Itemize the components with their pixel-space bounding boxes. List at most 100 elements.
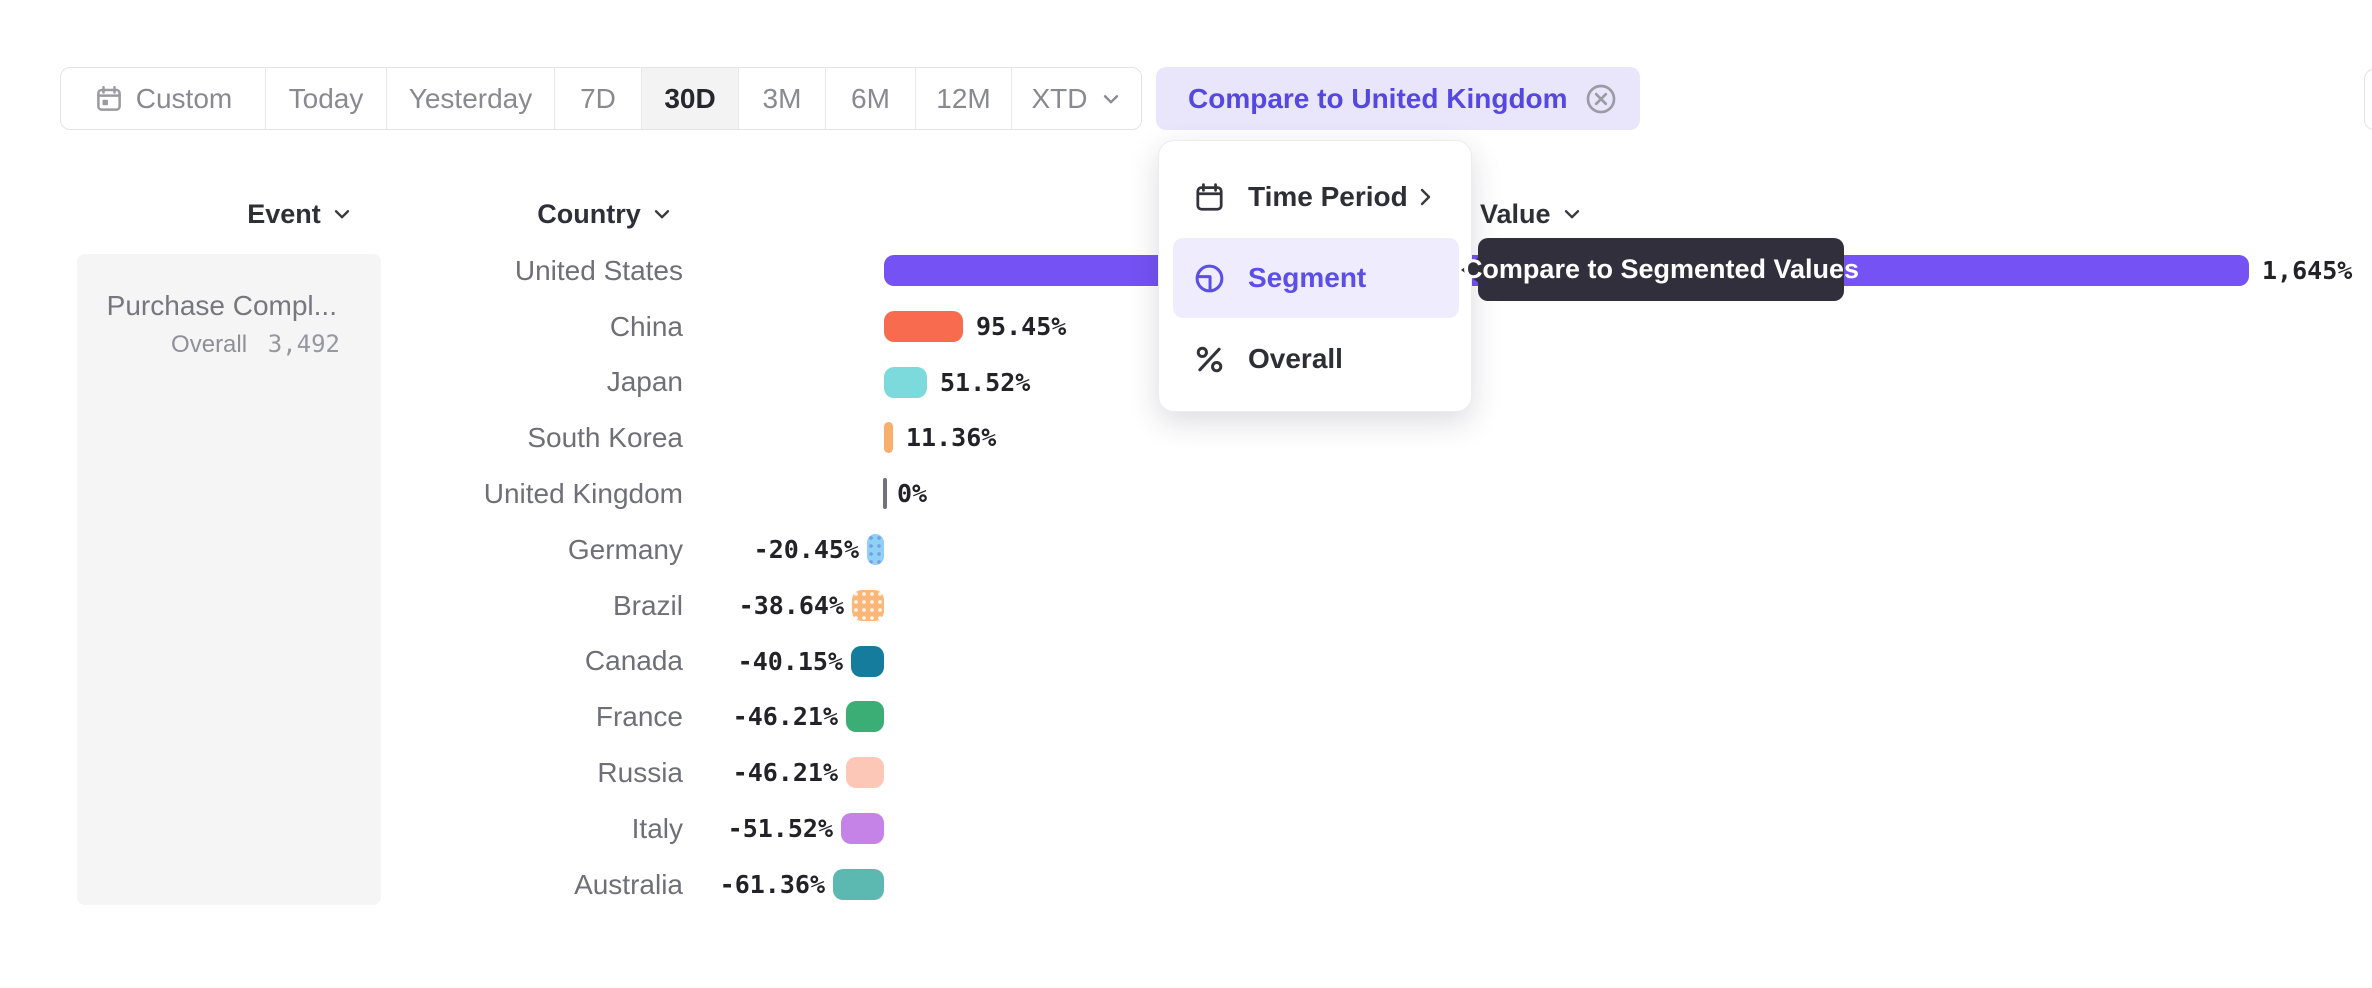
chart-row-italy: Italy -51.52% — [0, 801, 2372, 857]
event-overall-label: Overall — [171, 331, 248, 358]
bar-value-label: 51.52% — [940, 367, 1031, 397]
column-header-event[interactable]: Event — [230, 197, 370, 231]
compare-dropdown-menu: Time Period Segment Overall — [1158, 140, 1472, 412]
column-header-value-label: Value — [1480, 198, 1551, 229]
bar-value-label: -46.21% — [732, 702, 838, 732]
menu-item-segment[interactable]: Segment — [1173, 238, 1459, 318]
bar-value-label: -40.15% — [737, 646, 843, 676]
date-range-6m[interactable]: 6M — [826, 68, 916, 129]
tooltip-arrow — [1461, 257, 1479, 283]
bar-value-label: -61.36% — [719, 869, 825, 899]
category-label: Australia — [574, 868, 683, 900]
category-label: France — [595, 701, 683, 733]
chart-row-united-kingdom: United Kingdom 0% — [0, 466, 2372, 522]
date-range-toolbar: Custom Today Yesterday 7D 30D 3M 6M 12M XTD — [60, 67, 1142, 130]
date-range-7d[interactable]: 7D — [555, 68, 642, 129]
bar-australia[interactable] — [833, 868, 884, 900]
category-label: Russia — [597, 757, 683, 789]
chevron-right-icon — [1413, 185, 1437, 209]
bar-value-label: 95.45% — [976, 311, 1067, 341]
menu-item-overall[interactable]: Overall — [1173, 329, 1459, 389]
category-label: Italy — [631, 812, 683, 844]
chart-row-canada: Canada -40.15% — [0, 634, 2372, 690]
bar-italy[interactable] — [841, 813, 884, 844]
percent-icon — [1193, 343, 1226, 376]
chevron-down-icon — [1561, 203, 1583, 225]
event-overall-value: 3,492 — [267, 330, 340, 358]
column-header-country[interactable]: Country — [520, 197, 690, 231]
category-label: Japan — [606, 366, 683, 398]
bar-france[interactable] — [846, 701, 884, 733]
date-range-xtd[interactable]: XTD — [1012, 68, 1141, 129]
category-label: Germany — [567, 533, 683, 565]
calendar-icon — [1193, 181, 1226, 214]
column-header-country-label: Country — [537, 198, 641, 229]
event-title: Purchase Compl... — [106, 290, 337, 321]
date-range-30d[interactable]: 30D — [642, 68, 739, 129]
chart-row-japan: Japan 51.52% — [0, 355, 2372, 411]
tooltip-text: Compare to Segmented Values — [1462, 254, 1860, 284]
chevron-down-icon — [1100, 88, 1122, 110]
category-label: United Kingdom — [483, 478, 683, 510]
date-range-label: XTD — [1031, 82, 1088, 114]
date-range-yesterday[interactable]: Yesterday — [387, 68, 555, 129]
date-range-12m[interactable]: 12M — [916, 68, 1012, 129]
chevron-down-icon — [331, 203, 353, 225]
event-card[interactable]: Purchase Compl... Overall 3,492 — [77, 254, 381, 905]
menu-item-label: Time Period — [1248, 181, 1408, 212]
date-range-label: 12M — [936, 82, 991, 114]
calendar-custom-icon — [94, 84, 124, 114]
bar-china[interactable] — [884, 310, 963, 342]
bar-canada[interactable] — [851, 645, 884, 677]
menu-item-label: Overall — [1248, 343, 1343, 374]
compare-chip[interactable]: Compare to United Kingdom — [1156, 67, 1640, 130]
category-label: Brazil — [612, 589, 683, 621]
date-range-today[interactable]: Today — [266, 68, 387, 129]
bar-value-label: -51.52% — [727, 814, 833, 843]
segment-icon — [1193, 262, 1226, 295]
date-range-label: Yesterday — [408, 82, 533, 114]
date-range-label: 7D — [580, 82, 616, 114]
chevron-down-icon — [651, 203, 673, 225]
bar-value-label: -20.45% — [753, 535, 859, 564]
category-label: Canada — [584, 645, 683, 677]
date-range-custom[interactable]: Custom — [61, 68, 266, 129]
bar-value-label: 0% — [897, 479, 928, 509]
chart-row-russia: Russia -46.21% — [0, 745, 2372, 801]
chart-row-france: France -46.21% — [0, 689, 2372, 745]
bar-germany[interactable] — [867, 534, 884, 565]
category-label: United States — [514, 254, 683, 286]
bar-value-label: 11.36% — [906, 423, 997, 453]
bar-value-label: -38.64% — [738, 590, 844, 620]
menu-item-time-period[interactable]: Time Period — [1173, 167, 1459, 227]
bar-value-label: 1,645% — [2262, 256, 2353, 285]
date-range-label: 3M — [762, 82, 802, 114]
bar-japan[interactable] — [884, 366, 927, 398]
chart-row-china: China 95.45% — [0, 299, 2372, 355]
date-range-label: Custom — [135, 82, 233, 114]
category-label: China — [609, 310, 683, 342]
category-label: South Korea — [527, 422, 683, 454]
date-range-3m[interactable]: 3M — [739, 68, 826, 129]
bar-russia[interactable] — [846, 757, 884, 789]
bar-brazil[interactable] — [852, 589, 884, 621]
circle-x-icon[interactable] — [1584, 82, 1618, 116]
column-header-event-label: Event — [247, 198, 321, 229]
chart-row-australia: Australia -61.36% — [0, 857, 2372, 913]
compare-chip-label: Compare to United Kingdom — [1188, 82, 1568, 114]
chart-row-brazil: Brazil -38.64% — [0, 578, 2372, 634]
segment-tooltip: Compare to Segmented Values — [1463, 238, 1859, 301]
chart-row-germany: Germany -20.45% — [0, 522, 2372, 578]
date-range-label: 6M — [851, 82, 890, 114]
date-range-label: 30D — [664, 82, 716, 114]
bar-value-label: -46.21% — [732, 758, 838, 788]
menu-item-label: Segment — [1248, 262, 1367, 293]
event-overall-row: Overall 3,492 — [77, 330, 340, 359]
chart-row-south-korea: South Korea 11.36% — [0, 410, 2372, 466]
column-header-value[interactable]: Value — [1480, 197, 1583, 231]
bar-united-kingdom[interactable] — [883, 478, 887, 510]
date-range-label: Today — [288, 82, 364, 114]
bar-south-korea[interactable] — [884, 422, 893, 454]
